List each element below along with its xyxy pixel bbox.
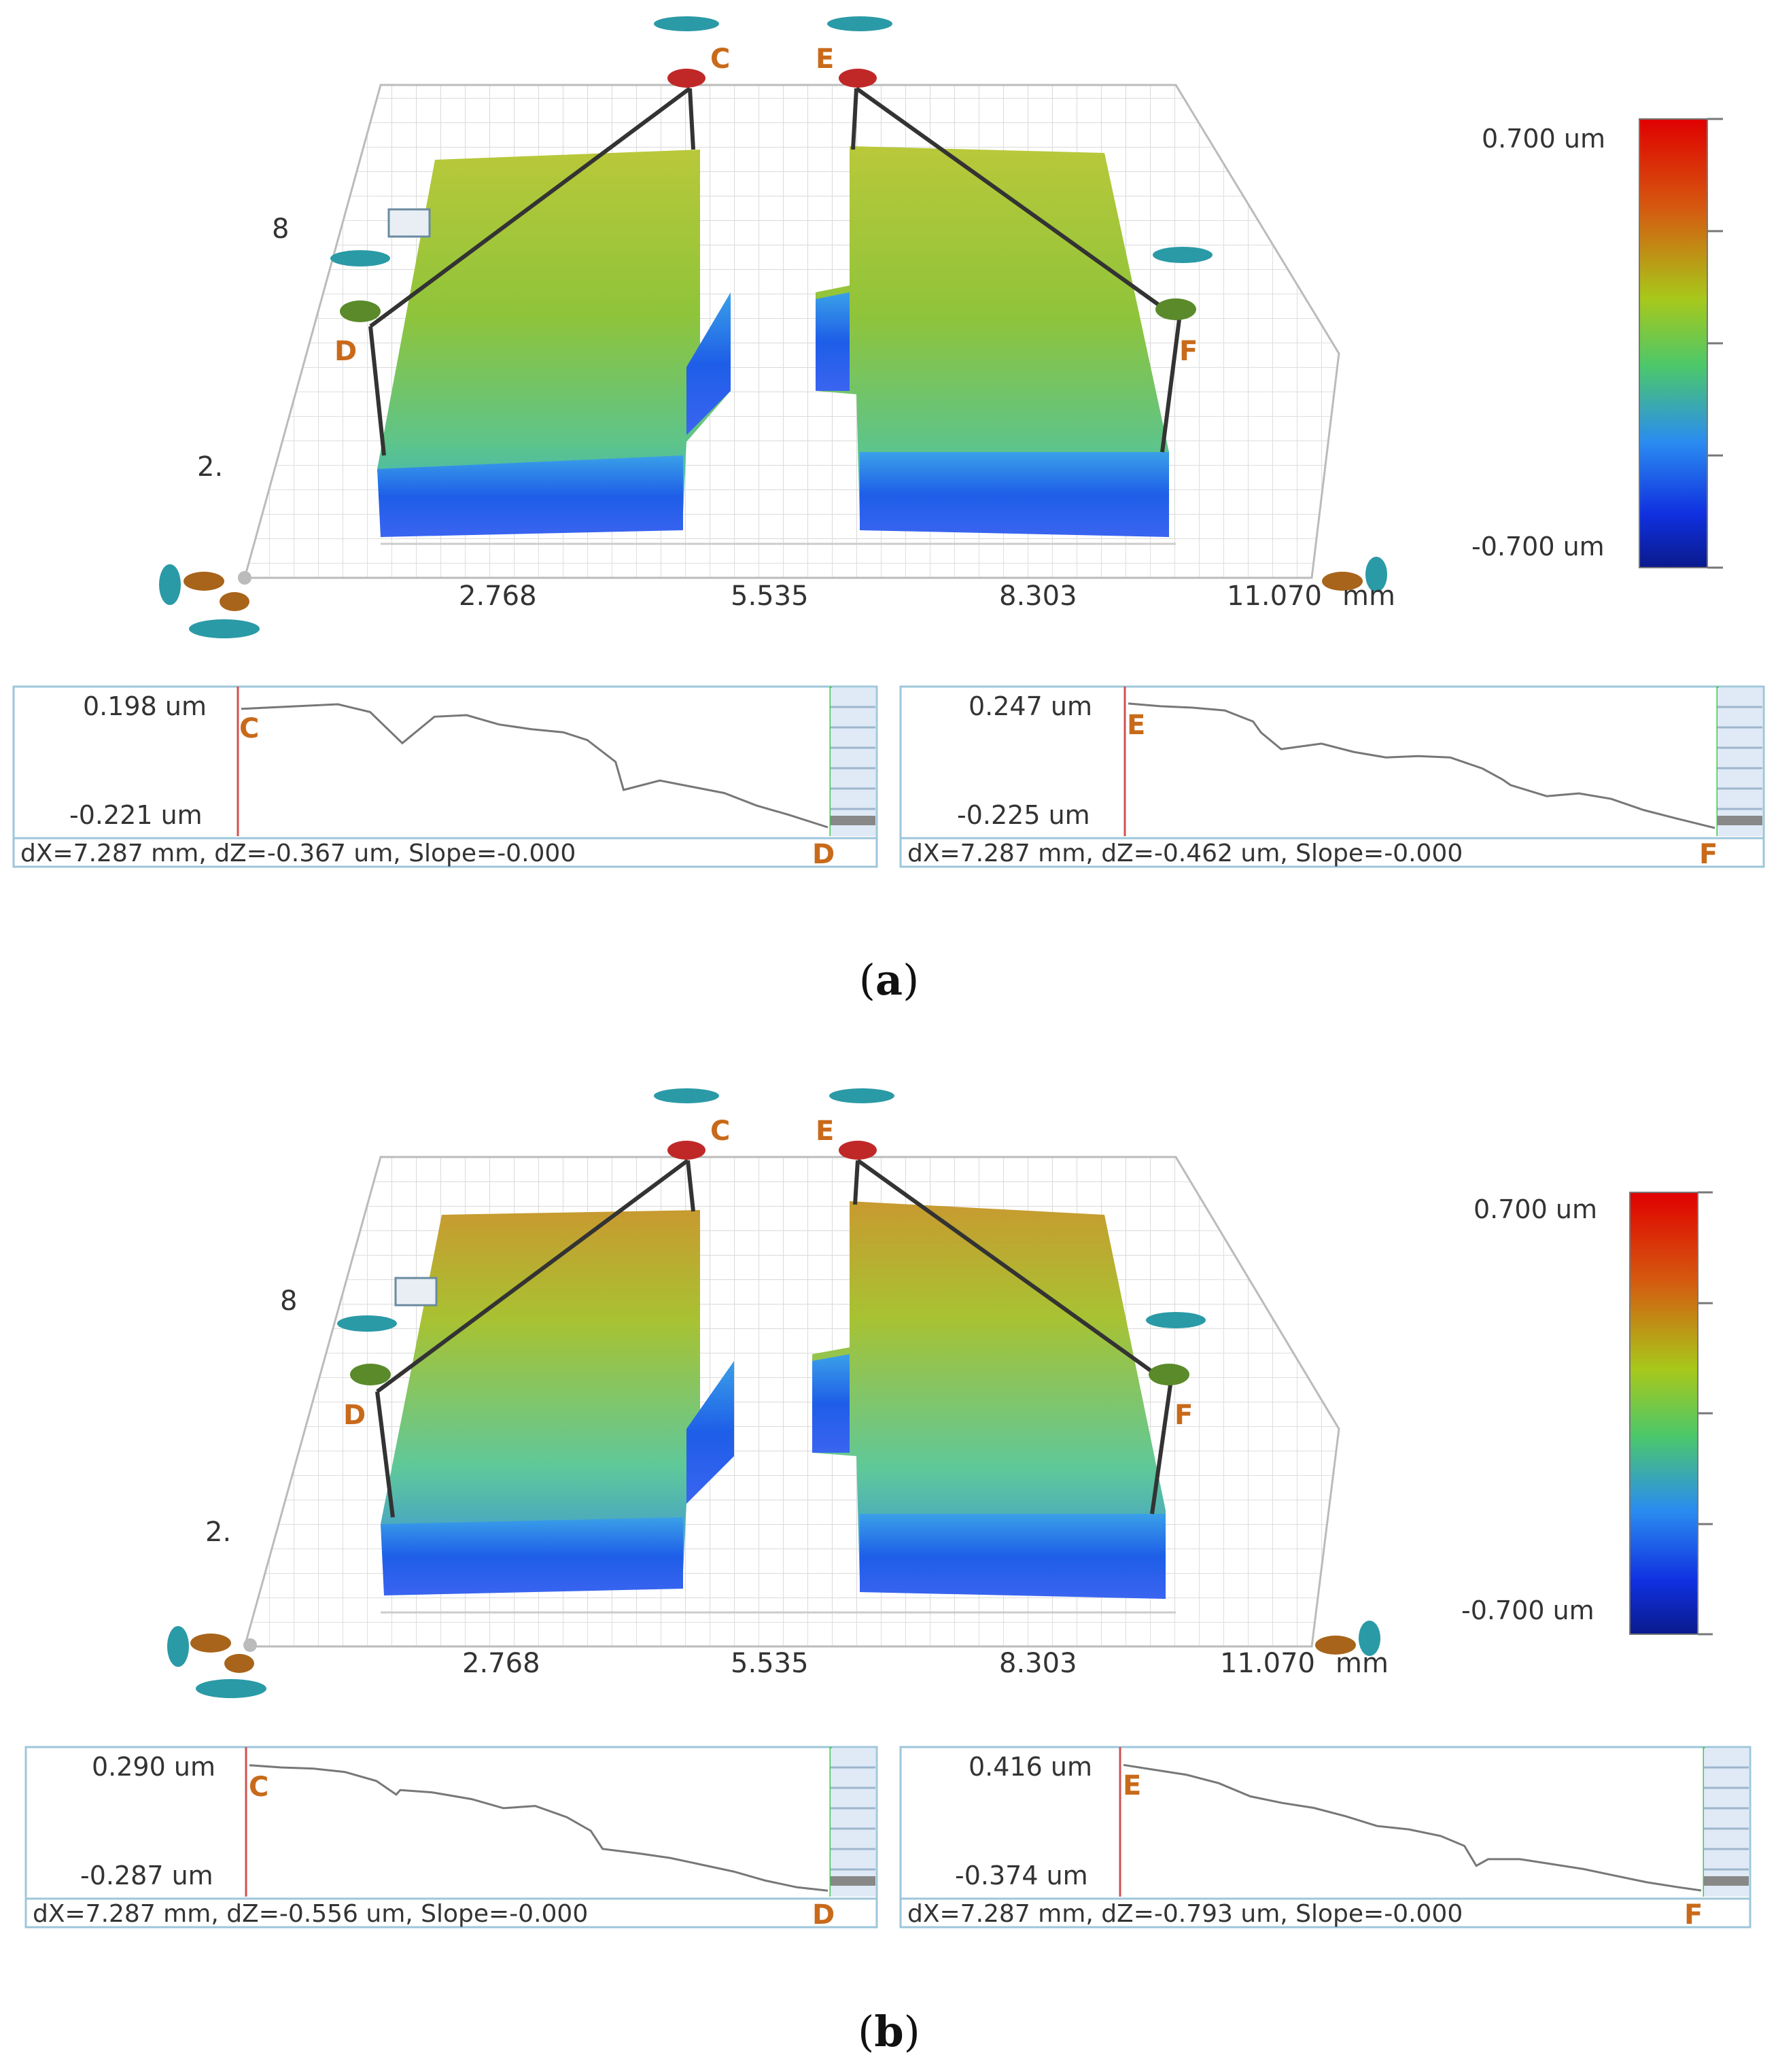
caption-a: (a) — [858, 955, 920, 1005]
profile-trace-cd — [241, 703, 829, 829]
profile-trace-ef — [1123, 1763, 1702, 1892]
y-tick-bottom: 2. — [197, 451, 223, 483]
marker-label-d: D — [334, 336, 357, 367]
y-tick-top: 8 — [272, 213, 289, 245]
y-tick-top: 8 — [280, 1285, 297, 1317]
profile-ef-status: dX=7.287 mm, dZ=-0.793 um, Slope=-0.000 — [907, 1900, 1463, 1928]
x-tick-2: 5.535 — [731, 1648, 809, 1679]
profile-cd-max-label: 0.198 um — [83, 691, 207, 721]
profile-trace-ef — [1128, 702, 1715, 829]
colorbar-min-label: -0.700 um — [1471, 532, 1605, 562]
profile-cd-to: D — [812, 839, 835, 870]
marker-handles[interactable] — [167, 1088, 1380, 1698]
profile-cd-status: dX=7.287 mm, dZ=-0.556 um, Slope=-0.000 — [33, 1900, 588, 1928]
x-tick-1: 2.768 — [462, 1648, 540, 1679]
x-tick-3: 8.303 — [999, 581, 1077, 612]
surface-plot-b: C E D F 8 2. 2.768 5.535 8.303 11.070 mm… — [24, 1088, 1751, 1931]
profile-ef-max-label: 0.247 um — [969, 691, 1092, 721]
x-tick-4: 11.070 — [1220, 1648, 1315, 1679]
profile-ef-to: F — [1699, 839, 1718, 870]
colorbar-min-label: -0.700 um — [1461, 1595, 1594, 1625]
x-tick-2: 5.535 — [731, 581, 809, 612]
x-axis-unit: mm — [1342, 581, 1395, 612]
caption-b: (b) — [858, 2007, 920, 2056]
surface-block-left — [377, 150, 731, 537]
colorbar-max-label: 0.700 um — [1474, 1194, 1597, 1224]
profile-trace-cd — [249, 1764, 829, 1892]
x-tick-1: 2.768 — [459, 581, 537, 612]
x-tick-4: 11.070 — [1227, 581, 1322, 612]
profile-cd-from: C — [239, 713, 259, 744]
colorbar-max-label: 0.700 um — [1482, 124, 1605, 154]
profile-cd-max-label: 0.290 um — [92, 1752, 215, 1782]
marker-label-e: E — [816, 1116, 834, 1147]
marker-label-f: F — [1179, 336, 1198, 367]
profile-cd-from: C — [249, 1772, 268, 1803]
panel-b: C E D F 8 2. 2.768 5.535 8.303 11.070 mm… — [0, 1035, 1778, 2069]
marker-label-d: D — [343, 1400, 366, 1431]
profile-ef-from: E — [1127, 710, 1145, 741]
marker-label-e: E — [816, 44, 834, 75]
profile-cd-status: dX=7.287 mm, dZ=-0.367 um, Slope=-0.000 — [20, 840, 576, 867]
marker-label-f: F — [1174, 1400, 1193, 1431]
panel-a: C E D F 8 2. 2.768 5.535 8.303 11.070 mm… — [0, 0, 1778, 1035]
profile-lines-3d — [375, 1158, 1172, 1518]
surface-block-right — [812, 1201, 1166, 1599]
colorbar — [1639, 118, 1723, 569]
x-axis-unit: mm — [1336, 1648, 1389, 1679]
profile-panel-cd — [24, 1746, 878, 1929]
profile-ef-min-label: -0.374 um — [955, 1861, 1088, 1890]
marker-handles[interactable] — [159, 16, 1387, 638]
x-tick-3: 8.303 — [999, 1648, 1077, 1679]
marker-label-c: C — [710, 44, 730, 75]
marker-label-c: C — [710, 1116, 730, 1147]
profile-ef-to: F — [1684, 1899, 1703, 1931]
profile-cd-min-label: -0.287 um — [80, 1861, 213, 1890]
profile-ef-max-label: 0.416 um — [969, 1752, 1092, 1782]
profile-ef-from: E — [1123, 1770, 1141, 1801]
profile-lines-3d — [368, 86, 1181, 456]
profile-ef-min-label: -0.225 um — [957, 800, 1090, 830]
profile-cd-min-label: -0.221 um — [69, 800, 203, 830]
profile-ef-status: dX=7.287 mm, dZ=-0.462 um, Slope=-0.000 — [907, 840, 1463, 867]
profile-cd-to: D — [812, 1899, 835, 1931]
colorbar — [1629, 1191, 1713, 1636]
surface-block-right — [816, 146, 1169, 537]
profile-panel-cd — [12, 685, 878, 868]
y-tick-bottom: 2. — [205, 1517, 231, 1548]
surface-block-left — [381, 1210, 734, 1595]
profile-panel-ef — [899, 1746, 1751, 1929]
surface-plot-a: C E D F 8 2. 2.768 5.535 8.303 11.070 mm… — [12, 16, 1765, 870]
profile-panel-ef — [899, 685, 1765, 868]
